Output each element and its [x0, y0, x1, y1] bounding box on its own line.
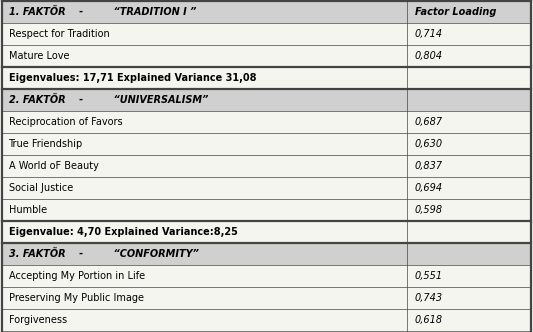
- Bar: [407, 67, 531, 89]
- Bar: [2, 309, 407, 331]
- Bar: [2, 155, 407, 177]
- Bar: [407, 45, 531, 67]
- Bar: [2, 287, 407, 309]
- Text: Humble: Humble: [9, 205, 47, 215]
- Bar: [407, 199, 531, 221]
- Bar: [2, 45, 407, 67]
- Bar: [2, 23, 407, 45]
- Text: 0,630: 0,630: [415, 139, 443, 149]
- Bar: [2, 133, 407, 155]
- Text: Factor Loading: Factor Loading: [415, 7, 496, 17]
- Text: 0,804: 0,804: [415, 51, 443, 61]
- Text: 0,598: 0,598: [415, 205, 443, 215]
- Bar: [407, 1, 531, 23]
- Text: 0,618: 0,618: [415, 315, 443, 325]
- Bar: [407, 89, 531, 111]
- Text: Accepting My Portion in Life: Accepting My Portion in Life: [9, 271, 144, 281]
- Text: 0,714: 0,714: [415, 29, 443, 39]
- Text: 0,743: 0,743: [415, 293, 443, 303]
- Text: Reciprocation of Favors: Reciprocation of Favors: [9, 117, 122, 127]
- Bar: [407, 155, 531, 177]
- Bar: [2, 1, 407, 23]
- Bar: [2, 243, 407, 265]
- Bar: [2, 111, 407, 133]
- Bar: [2, 67, 407, 89]
- Text: Mature Love: Mature Love: [9, 51, 69, 61]
- Bar: [2, 199, 407, 221]
- Text: 0,687: 0,687: [415, 117, 443, 127]
- Bar: [407, 309, 531, 331]
- Text: A World oF Beauty: A World oF Beauty: [9, 161, 99, 171]
- Bar: [2, 221, 407, 243]
- Text: Respect for Tradition: Respect for Tradition: [9, 29, 109, 39]
- Bar: [407, 133, 531, 155]
- Text: 0,837: 0,837: [415, 161, 443, 171]
- Bar: [407, 287, 531, 309]
- Bar: [2, 177, 407, 199]
- Text: 3. FAKTÖR    -         “CONFORMITY”: 3. FAKTÖR - “CONFORMITY”: [9, 249, 198, 259]
- Text: 1. FAKTÖR    -         “TRADITION I ”: 1. FAKTÖR - “TRADITION I ”: [9, 7, 196, 17]
- Text: Forgiveness: Forgiveness: [9, 315, 67, 325]
- Text: Preserving My Public Image: Preserving My Public Image: [9, 293, 143, 303]
- Bar: [407, 111, 531, 133]
- Text: Eigenvalues: 17,71 Explained Variance 31,08: Eigenvalues: 17,71 Explained Variance 31…: [9, 73, 256, 83]
- Text: Social Justice: Social Justice: [9, 183, 73, 193]
- Bar: [407, 23, 531, 45]
- Text: True Friendship: True Friendship: [9, 139, 83, 149]
- Text: 0,694: 0,694: [415, 183, 443, 193]
- Bar: [2, 265, 407, 287]
- Text: Eigenvalue: 4,70 Explained Variance:8,25: Eigenvalue: 4,70 Explained Variance:8,25: [9, 227, 237, 237]
- Text: 2. FAKTÖR    -         “UNIVERSALISM”: 2. FAKTÖR - “UNIVERSALISM”: [9, 95, 208, 105]
- Bar: [407, 243, 531, 265]
- Text: 0,551: 0,551: [415, 271, 443, 281]
- Bar: [2, 89, 407, 111]
- Bar: [407, 265, 531, 287]
- Bar: [407, 177, 531, 199]
- Bar: [407, 221, 531, 243]
